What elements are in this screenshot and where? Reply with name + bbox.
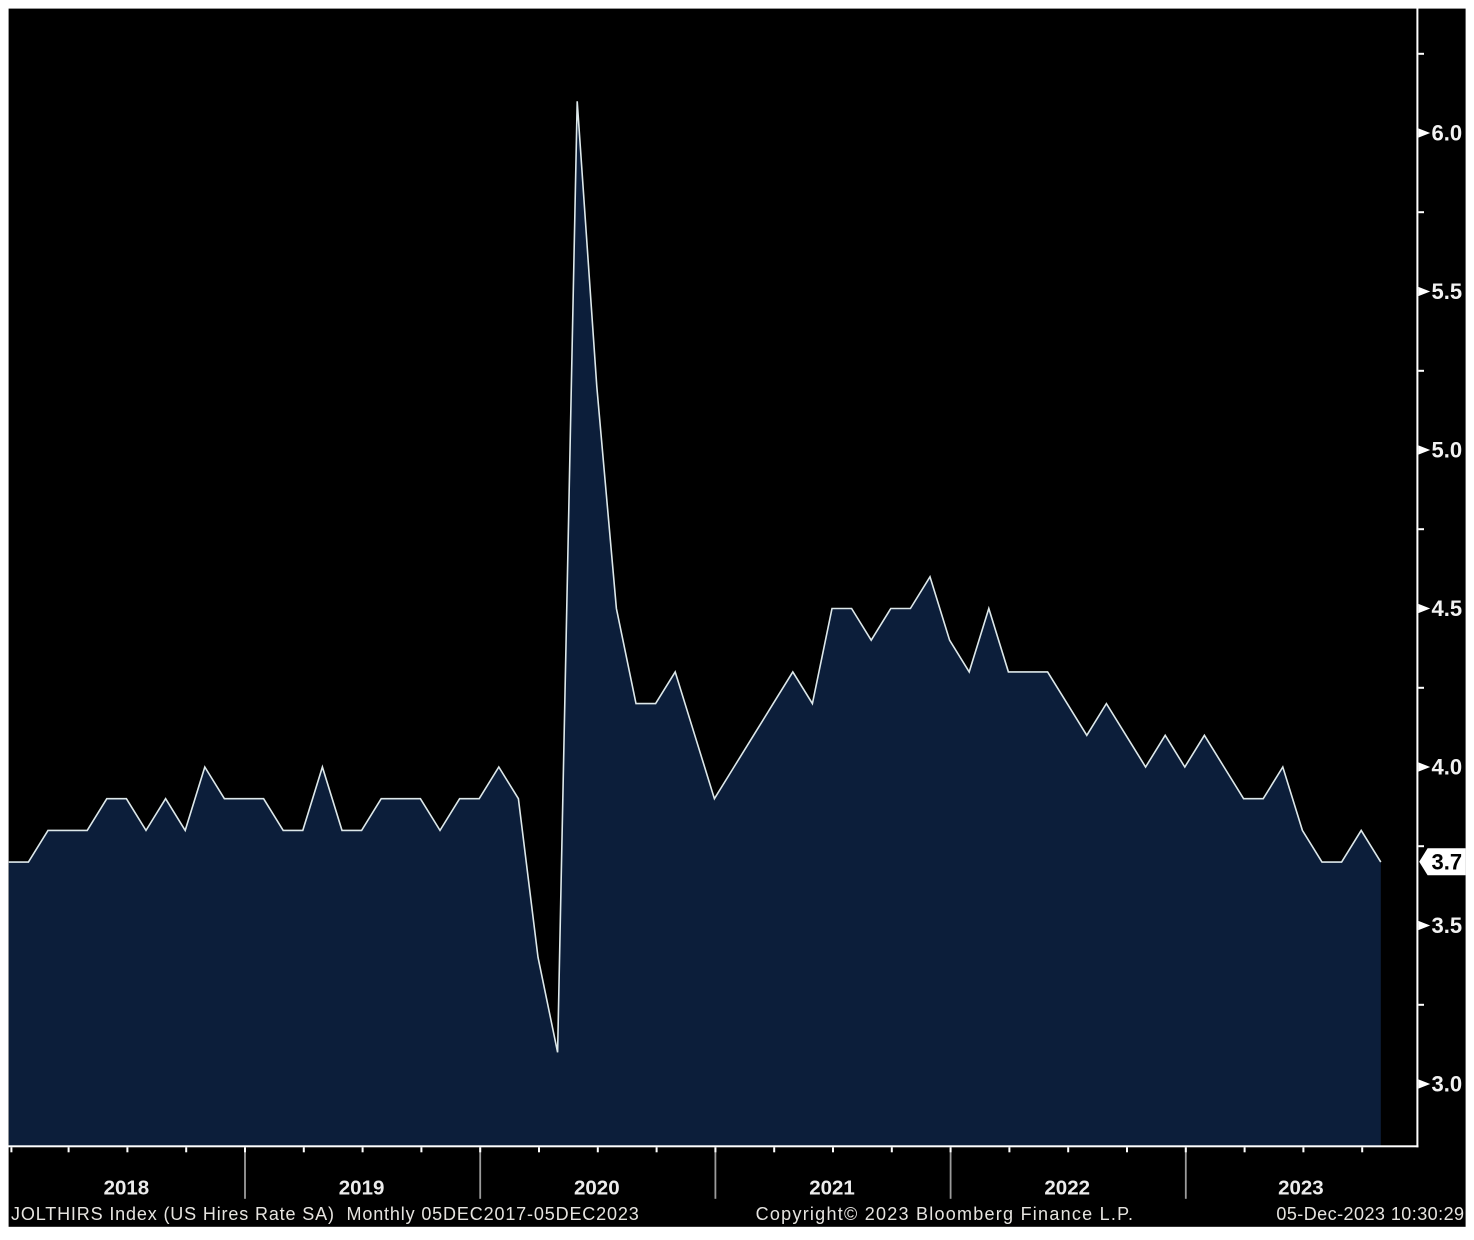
svg-text:2022: 2022	[1044, 1177, 1090, 1200]
svg-text:3.5: 3.5	[1432, 913, 1463, 938]
svg-text:Copyright© 2023 Bloomberg Fina: Copyright© 2023 Bloomberg Finance L.P.	[756, 1204, 1135, 1224]
svg-text:JOLTHIRS Index (US Hires Rate: JOLTHIRS Index (US Hires Rate SA) Monthl…	[11, 1204, 640, 1224]
svg-text:5.0: 5.0	[1432, 438, 1463, 463]
svg-text:4.5: 4.5	[1432, 596, 1463, 621]
svg-text:3.0: 3.0	[1432, 1072, 1463, 1097]
svg-text:6.0: 6.0	[1432, 121, 1463, 146]
svg-text:3.7: 3.7	[1432, 850, 1463, 875]
svg-text:4.0: 4.0	[1432, 755, 1463, 780]
svg-text:2020: 2020	[574, 1177, 620, 1200]
svg-text:5.5: 5.5	[1432, 279, 1463, 304]
svg-text:2019: 2019	[339, 1177, 385, 1200]
svg-text:2023: 2023	[1278, 1177, 1324, 1200]
svg-text:2021: 2021	[809, 1177, 855, 1200]
svg-text:2018: 2018	[104, 1177, 150, 1200]
svg-text:05-Dec-2023 10:30:29: 05-Dec-2023 10:30:29	[1276, 1204, 1464, 1224]
